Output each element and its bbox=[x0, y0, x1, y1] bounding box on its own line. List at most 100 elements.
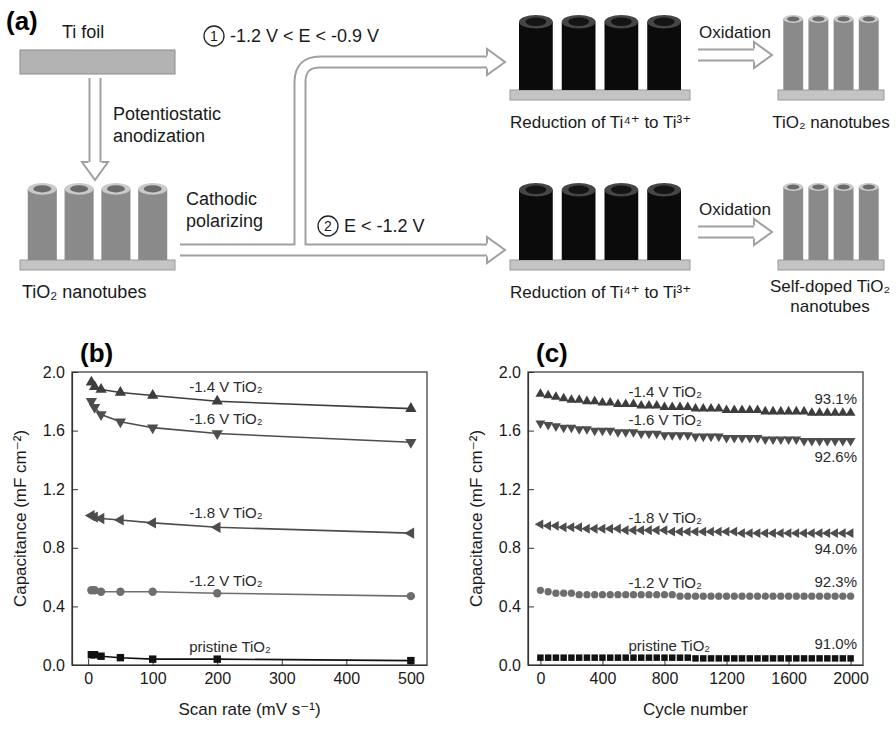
marker bbox=[838, 407, 848, 416]
marker bbox=[838, 438, 848, 447]
marker bbox=[116, 588, 124, 596]
marker bbox=[628, 525, 637, 535]
marker bbox=[543, 422, 553, 431]
marker bbox=[550, 521, 559, 531]
marker bbox=[661, 591, 668, 598]
marker bbox=[613, 399, 623, 408]
marker bbox=[815, 438, 825, 447]
marker bbox=[731, 592, 738, 599]
series-label: -1.4 V TiO₂ bbox=[629, 383, 703, 400]
arrow-head bbox=[754, 42, 772, 68]
marker bbox=[674, 527, 683, 537]
marker bbox=[591, 654, 597, 660]
tube-hole bbox=[812, 17, 824, 22]
tube-hole bbox=[654, 18, 675, 26]
marker bbox=[799, 406, 809, 415]
tube-top bbox=[65, 183, 94, 195]
marker bbox=[669, 591, 676, 598]
marker bbox=[682, 527, 691, 537]
arrow-head bbox=[82, 162, 108, 180]
x-tick-label: 400 bbox=[333, 670, 360, 687]
tube bbox=[138, 189, 167, 260]
marker bbox=[622, 591, 629, 598]
series-label: -1.4 V TiO₂ bbox=[189, 378, 263, 395]
marker bbox=[660, 432, 670, 441]
tube bbox=[101, 189, 130, 260]
arrow-head bbox=[487, 49, 505, 75]
x-tick-label: 300 bbox=[269, 670, 296, 687]
text-line: Cathodic bbox=[186, 189, 257, 209]
tube-hole bbox=[837, 185, 849, 190]
marker bbox=[785, 655, 791, 661]
marker bbox=[621, 429, 631, 438]
tube-top bbox=[28, 183, 57, 195]
text-line: polarizing bbox=[186, 211, 263, 231]
x-axis-title: Cycle number bbox=[643, 700, 748, 719]
tube-top bbox=[859, 15, 879, 23]
arrow-outline bbox=[89, 78, 102, 163]
step-circle bbox=[318, 216, 338, 236]
marker bbox=[568, 654, 574, 660]
y-tick-mark bbox=[528, 606, 534, 607]
series-label: -1.8 V TiO₂ bbox=[629, 509, 703, 526]
series-label: pristine TiO₂ bbox=[189, 638, 271, 655]
substrate bbox=[778, 260, 884, 270]
x-axis: 0100200300400500 bbox=[73, 659, 428, 687]
marker bbox=[613, 429, 623, 438]
panel-label: (b) bbox=[80, 338, 113, 368]
marker bbox=[830, 407, 840, 416]
marker bbox=[149, 655, 156, 662]
marker bbox=[535, 519, 544, 529]
marker bbox=[622, 654, 628, 660]
text-line: anodization bbox=[113, 126, 205, 146]
plot-frame bbox=[528, 372, 863, 665]
marker bbox=[840, 655, 846, 661]
y-tick: 0.0 bbox=[499, 657, 534, 674]
tube-hole bbox=[33, 185, 51, 192]
arrow-body bbox=[698, 51, 755, 60]
y-axis-title: Capacitance (mF cm⁻²) bbox=[467, 430, 486, 607]
y-tick-mark bbox=[528, 372, 534, 373]
marker bbox=[714, 403, 724, 412]
label: TiO₂ nanotubes bbox=[772, 113, 889, 132]
marker bbox=[584, 654, 590, 660]
marker bbox=[212, 395, 223, 405]
marker bbox=[845, 528, 854, 538]
x-tick-label: 800 bbox=[652, 670, 679, 687]
y-tick-label: 1.2 bbox=[499, 481, 521, 498]
marker bbox=[598, 428, 608, 437]
y-tick-label: 0.8 bbox=[499, 539, 521, 556]
marker bbox=[767, 528, 776, 538]
y-tick: 2.0 bbox=[499, 364, 534, 381]
arrow-outline bbox=[698, 49, 755, 62]
tube bbox=[562, 22, 596, 90]
marker bbox=[545, 654, 551, 660]
x-tick: 2000 bbox=[833, 659, 869, 687]
marker bbox=[407, 592, 415, 600]
marker bbox=[793, 592, 800, 599]
marker bbox=[784, 406, 794, 415]
marker bbox=[97, 653, 104, 660]
marker bbox=[705, 527, 714, 537]
marker bbox=[683, 401, 693, 410]
marker bbox=[775, 528, 784, 538]
marker bbox=[559, 425, 569, 434]
marker bbox=[636, 431, 646, 440]
arrow-head bbox=[487, 237, 505, 263]
marker bbox=[807, 438, 817, 447]
series-label: -1.8 V TiO₂ bbox=[189, 504, 263, 521]
marker bbox=[824, 655, 830, 661]
marker bbox=[667, 432, 677, 441]
tube-hole bbox=[787, 185, 799, 190]
condition: E < -1.2 V bbox=[344, 216, 425, 236]
marker bbox=[552, 590, 559, 597]
marker bbox=[559, 393, 569, 402]
y-tick-mark bbox=[528, 489, 534, 490]
marker bbox=[651, 525, 660, 535]
marker bbox=[785, 592, 792, 599]
marker bbox=[770, 655, 776, 661]
marker bbox=[653, 654, 659, 660]
marker bbox=[777, 592, 784, 599]
marker bbox=[612, 524, 621, 534]
marker bbox=[768, 406, 778, 415]
